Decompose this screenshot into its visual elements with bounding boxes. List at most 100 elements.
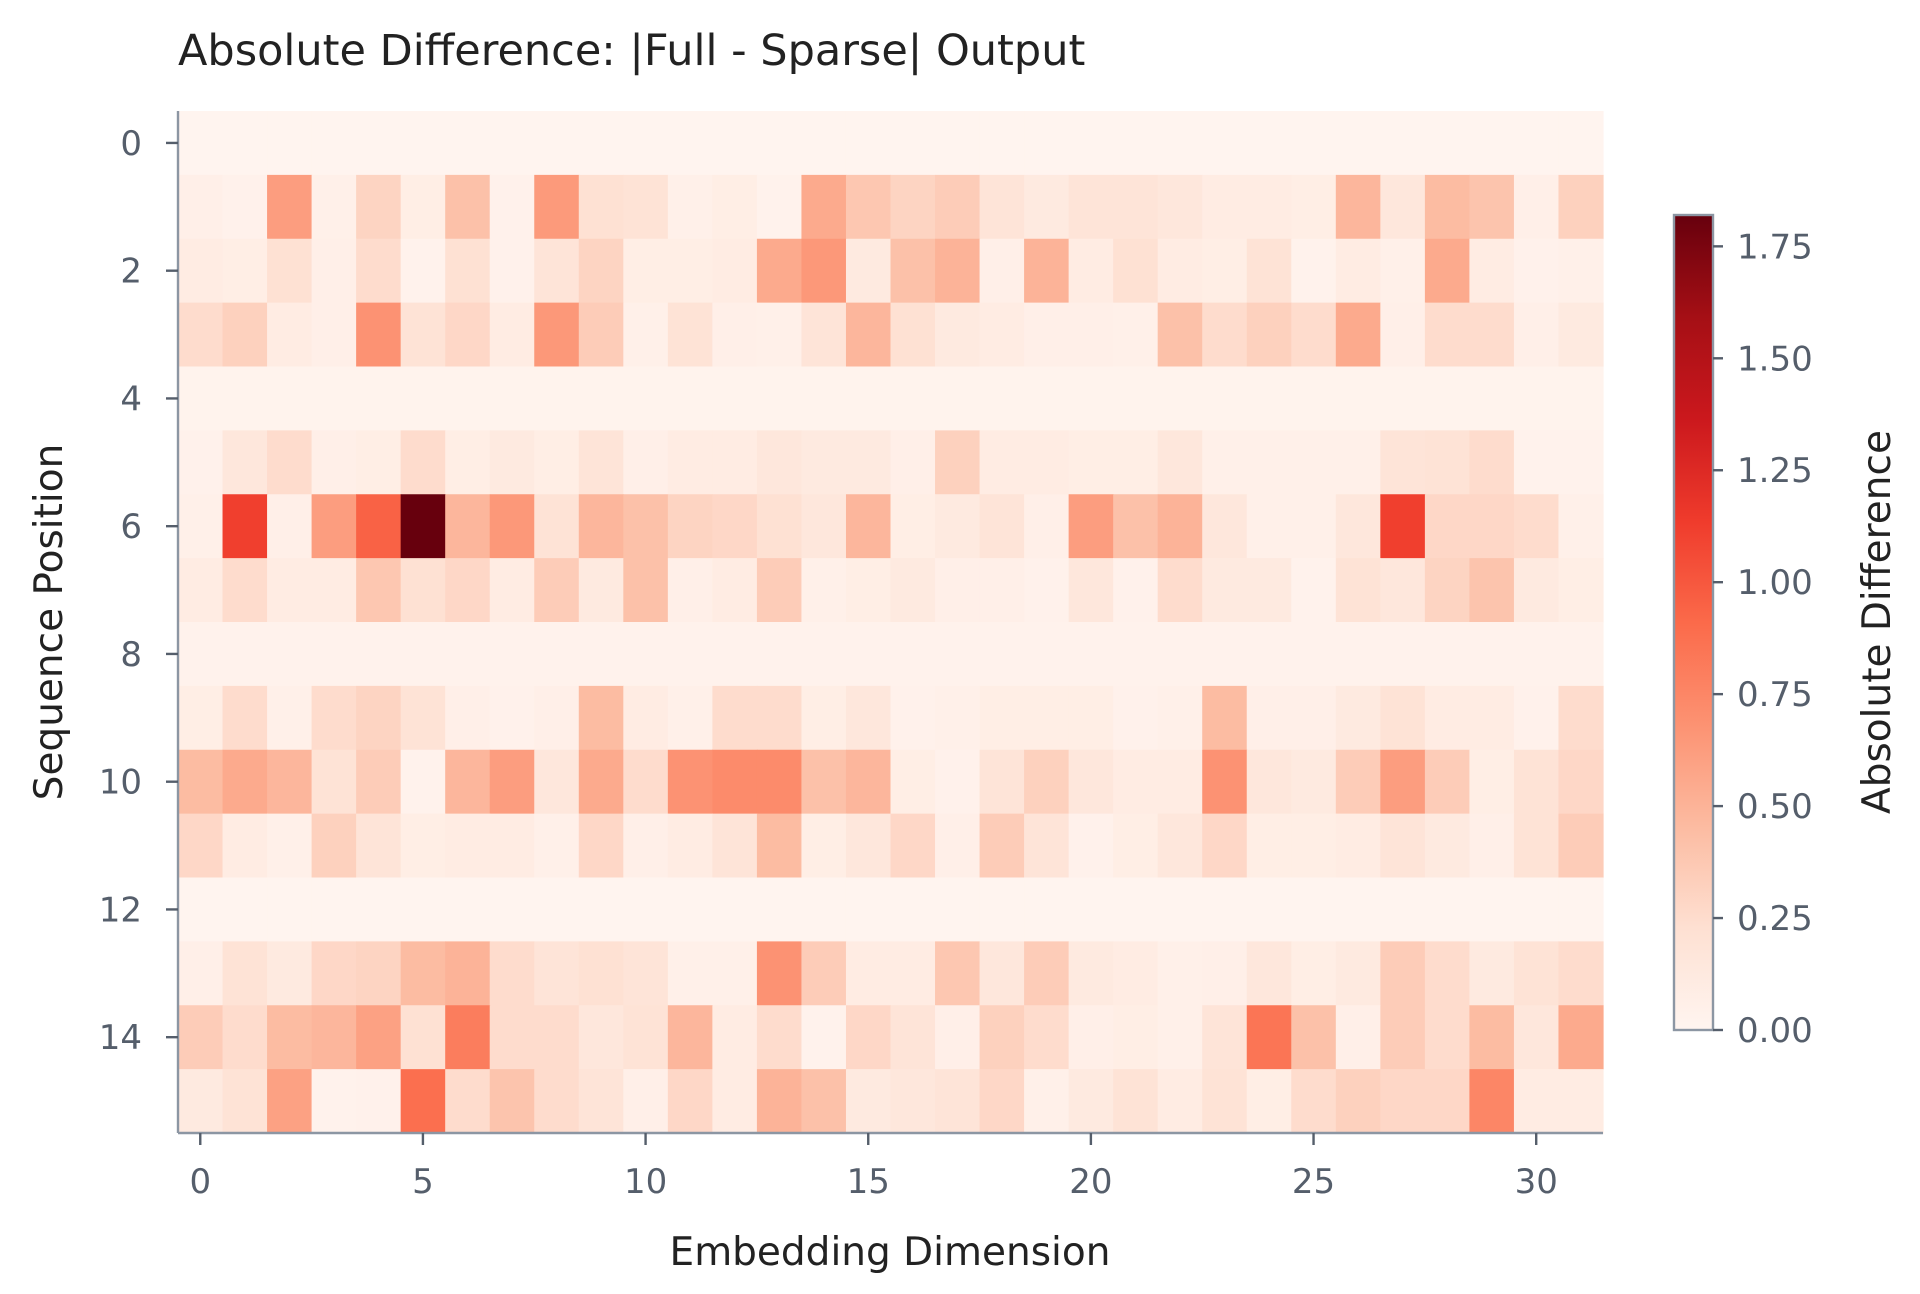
heatmap-cell bbox=[756, 366, 803, 431]
x-ticks: 0 5 10 15 20 25 30 bbox=[189, 1133, 1558, 1202]
colorbar-tick-label: 0.25 bbox=[1737, 899, 1813, 939]
heatmap-cell bbox=[935, 302, 981, 368]
heatmap-cell bbox=[1246, 749, 1292, 815]
heatmap-cell bbox=[1424, 622, 1471, 687]
x-tick-label: 0 bbox=[189, 1162, 211, 1202]
heatmap-cell bbox=[311, 430, 357, 495]
heatmap-cell bbox=[489, 494, 535, 559]
y-tick-label: 14 bbox=[99, 1018, 142, 1058]
heatmap-cell bbox=[667, 941, 713, 1006]
heatmap-cell bbox=[712, 1005, 758, 1070]
heatmap-cell bbox=[534, 430, 580, 495]
heatmap-cell bbox=[1246, 685, 1292, 751]
heatmap-cell bbox=[801, 238, 847, 304]
heatmap-cell bbox=[445, 813, 491, 879]
heatmap-cell bbox=[400, 941, 446, 1006]
heatmap-cell bbox=[1469, 558, 1515, 623]
heatmap-cell bbox=[356, 430, 402, 495]
heatmap-cell bbox=[623, 366, 669, 431]
heatmap-cell bbox=[1335, 1069, 1381, 1134]
heatmap-cell bbox=[445, 558, 491, 623]
heatmap-cell bbox=[1469, 174, 1515, 240]
heatmap-cell bbox=[178, 877, 224, 942]
heatmap-cell bbox=[1380, 877, 1426, 942]
heatmap-cell bbox=[1380, 685, 1426, 751]
heatmap-cell bbox=[222, 941, 268, 1006]
heatmap-cell bbox=[1424, 302, 1471, 368]
heatmap-cell bbox=[935, 749, 981, 815]
heatmap-cell bbox=[489, 366, 535, 431]
heatmap-cell bbox=[267, 685, 313, 751]
heatmap-cell bbox=[1424, 174, 1471, 240]
heatmap-cell bbox=[178, 366, 224, 431]
heatmap-cell bbox=[1469, 1069, 1515, 1134]
y-axis-label: Sequence Position bbox=[27, 444, 72, 801]
heatmap-cell bbox=[890, 1005, 936, 1070]
heatmap-cell bbox=[890, 622, 936, 687]
heatmap-cell bbox=[1513, 749, 1560, 815]
heatmap-cell bbox=[1246, 941, 1292, 1006]
heatmap-cell bbox=[1380, 941, 1426, 1006]
heatmap-cell bbox=[578, 111, 624, 176]
heatmap-cell bbox=[1513, 941, 1560, 1006]
heatmap-cell bbox=[1380, 430, 1426, 495]
heatmap-cell bbox=[445, 302, 491, 368]
heatmap-cell bbox=[890, 749, 936, 815]
heatmap-cell bbox=[890, 813, 936, 879]
heatmap-cell bbox=[1157, 1005, 1203, 1070]
heatmap-cell bbox=[935, 494, 981, 559]
heatmap-cell bbox=[1335, 111, 1381, 176]
heatmap-cell bbox=[534, 941, 580, 1006]
heatmap-cell bbox=[1291, 813, 1337, 879]
heatmap-cell bbox=[756, 111, 803, 176]
heatmap-cell bbox=[1202, 877, 1248, 942]
heatmap-cell bbox=[1558, 622, 1604, 687]
heatmap-cell bbox=[756, 558, 803, 623]
heatmap-cell bbox=[178, 941, 224, 1006]
heatmap-cell bbox=[222, 558, 268, 623]
heatmap-cell bbox=[1024, 941, 1070, 1006]
heatmap-cell bbox=[845, 813, 892, 879]
heatmap-cell bbox=[1024, 366, 1070, 431]
heatmap-cell bbox=[1024, 238, 1070, 304]
heatmap-cell bbox=[1291, 877, 1337, 942]
heatmap-cell bbox=[1113, 749, 1159, 815]
heatmap-cell bbox=[712, 749, 758, 815]
heatmap-cell bbox=[578, 877, 624, 942]
heatmap-cell bbox=[890, 877, 936, 942]
heatmap-cell bbox=[712, 366, 758, 431]
heatmap-cell bbox=[1157, 813, 1203, 879]
heatmap-cell bbox=[845, 749, 892, 815]
heatmap-cell bbox=[890, 238, 936, 304]
heatmap-cell bbox=[445, 494, 491, 559]
heatmap-cell bbox=[1558, 877, 1604, 942]
heatmap-cell bbox=[356, 622, 402, 687]
heatmap-cell bbox=[578, 302, 624, 368]
heatmap-cell bbox=[578, 941, 624, 1006]
heatmap-cell bbox=[1113, 302, 1159, 368]
heatmap-cell bbox=[756, 877, 803, 942]
heatmap-cell bbox=[400, 302, 446, 368]
heatmap-cell bbox=[1513, 1069, 1560, 1134]
heatmap-cell bbox=[222, 238, 268, 304]
heatmap-cell bbox=[1068, 430, 1114, 495]
heatmap-cell bbox=[1335, 685, 1381, 751]
heatmap-cell bbox=[1380, 366, 1426, 431]
heatmap-cell bbox=[756, 622, 803, 687]
heatmap-cell bbox=[1068, 877, 1114, 942]
heatmap-cell bbox=[1469, 749, 1515, 815]
heatmap-cell bbox=[578, 749, 624, 815]
heatmap-cell bbox=[1157, 558, 1203, 623]
heatmap-cell bbox=[935, 685, 981, 751]
heatmap-cell bbox=[845, 1069, 892, 1134]
heatmap-cell bbox=[1513, 558, 1560, 623]
heatmap-cell bbox=[489, 1069, 535, 1134]
heatmap-cell bbox=[890, 494, 936, 559]
heatmap-cell bbox=[267, 494, 313, 559]
heatmap-cell bbox=[222, 877, 268, 942]
heatmap-cell bbox=[311, 174, 357, 240]
heatmap-cell bbox=[534, 877, 580, 942]
heatmap-cell bbox=[1202, 558, 1248, 623]
heatmap-cell bbox=[267, 238, 313, 304]
heatmap-cell bbox=[623, 430, 669, 495]
